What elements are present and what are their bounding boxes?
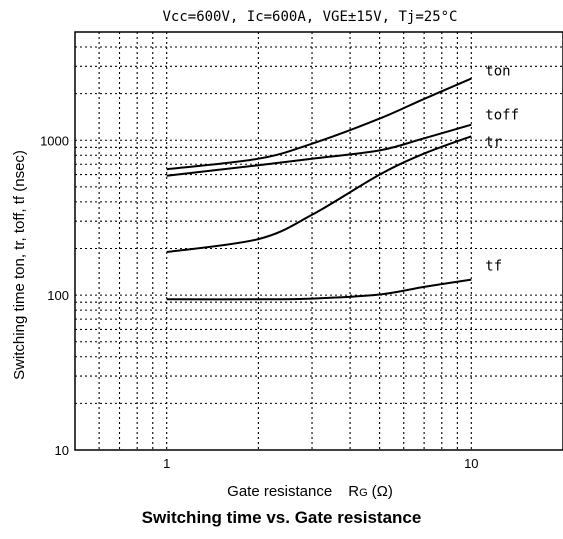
chart-title: Vcc=600V, Ic=600A, VGE±15V, Tj=25°C <box>162 9 457 25</box>
y-axis-label: Switching time ton, tr, toff, tf (nsec) <box>11 150 28 380</box>
series-line-tr <box>166 135 472 253</box>
x-tick-label: 10 <box>464 456 478 471</box>
y-tick-label: 10 <box>55 443 69 458</box>
series-line-ton <box>166 77 472 171</box>
series-line-toff <box>166 123 472 177</box>
chart-grid <box>75 32 563 450</box>
x-tick-label: 1 <box>163 456 170 471</box>
series-lines: ton toff tr tf <box>166 64 519 301</box>
x-axis-label-subscript: G <box>359 487 368 499</box>
series-label-tr: tr <box>485 134 502 150</box>
series-label-tf: tf <box>485 259 502 275</box>
x-axis-label-unit: (Ω) <box>372 483 393 500</box>
series-label-toff: toff <box>485 108 519 124</box>
y-tick-label: 100 <box>47 288 69 303</box>
series-line-tf <box>166 278 472 301</box>
x-axis-label-main: Gate resistance <box>227 483 332 500</box>
tick-labels: 1 10 10 100 1000 <box>40 133 478 471</box>
x-axis-label: Gate resistance RG (Ω) <box>227 483 393 500</box>
plot-frame <box>74 31 563 451</box>
x-axis-label-symbol: R <box>348 483 359 500</box>
series-label-ton: ton <box>485 64 510 80</box>
y-tick-label: 1000 <box>40 133 69 148</box>
figure-caption: Switching time vs. Gate resistance <box>141 508 422 527</box>
